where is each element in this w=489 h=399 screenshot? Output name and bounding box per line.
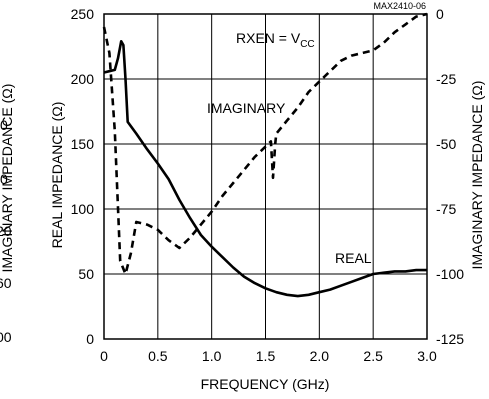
y-right-tick-label: -125 <box>436 331 464 347</box>
x-tick-label: 0.5 <box>148 348 168 364</box>
edge-tick: 00 <box>0 329 12 345</box>
y-right-tick-label: -75 <box>436 201 456 217</box>
plot-grid <box>104 14 427 339</box>
y-right-tick-label: 0 <box>436 6 444 22</box>
edge-tick: 0 <box>0 117 8 133</box>
y-left-tick-label: 50 <box>78 266 94 282</box>
y-right-tick-label: -100 <box>436 266 464 282</box>
x-tick-label: 0 <box>100 348 108 364</box>
real-series-label: REAL <box>335 250 372 266</box>
y-left-tick-label: 0 <box>86 331 94 347</box>
x-tick-label: 1.0 <box>202 348 222 364</box>
y-left-tick-label: 200 <box>71 71 95 87</box>
condition-annotation: RXEN = VCC <box>236 30 315 50</box>
series-line-real <box>103 40 427 298</box>
edge-fragment-ticks: 0 0 20 60 00 <box>0 117 12 345</box>
x-tick-labels: 0 0.5 1.0 1.5 2.0 2.5 3.0 <box>100 348 437 364</box>
series-line-imaginary <box>102 12 428 276</box>
x-tick-label: 2.0 <box>310 348 330 364</box>
figure-tag: MAX2410-06 <box>373 1 426 11</box>
edge-fragment-ylabel: IMAGINARY IMPEDANCE (Ω) <box>0 84 15 273</box>
condition-subscript: CC <box>300 39 314 50</box>
y-left-axis-label: REAL IMPEDANCE (Ω) <box>49 102 65 249</box>
y-right-axis-label: IMAGINARY IMPEDANCE (Ω) <box>469 81 485 270</box>
x-tick-label: 1.5 <box>256 348 276 364</box>
y-right-tick-label: -50 <box>436 136 456 152</box>
y-left-tick-labels: 0 50 100 150 200 250 <box>71 6 95 347</box>
x-axis-label: FREQUENCY (GHz) <box>201 376 330 392</box>
y-left-tick-label: 150 <box>71 136 95 152</box>
x-tick-label: 2.5 <box>363 348 383 364</box>
edge-tick: 20 <box>0 223 12 239</box>
y-left-tick-label: 250 <box>71 6 95 22</box>
y-right-tick-labels: -125 -100 -75 -50 -25 0 <box>436 6 464 347</box>
condition-main: RXEN = V <box>236 30 301 46</box>
y-left-tick-label: 100 <box>71 201 95 217</box>
x-tick-label: 3.0 <box>417 348 437 364</box>
imaginary-series-label: IMAGINARY <box>207 100 286 116</box>
y-right-tick-label: -25 <box>436 71 456 87</box>
edge-tick: 60 <box>0 275 12 291</box>
series-layer <box>102 12 428 298</box>
edge-tick: 0 <box>0 171 8 187</box>
